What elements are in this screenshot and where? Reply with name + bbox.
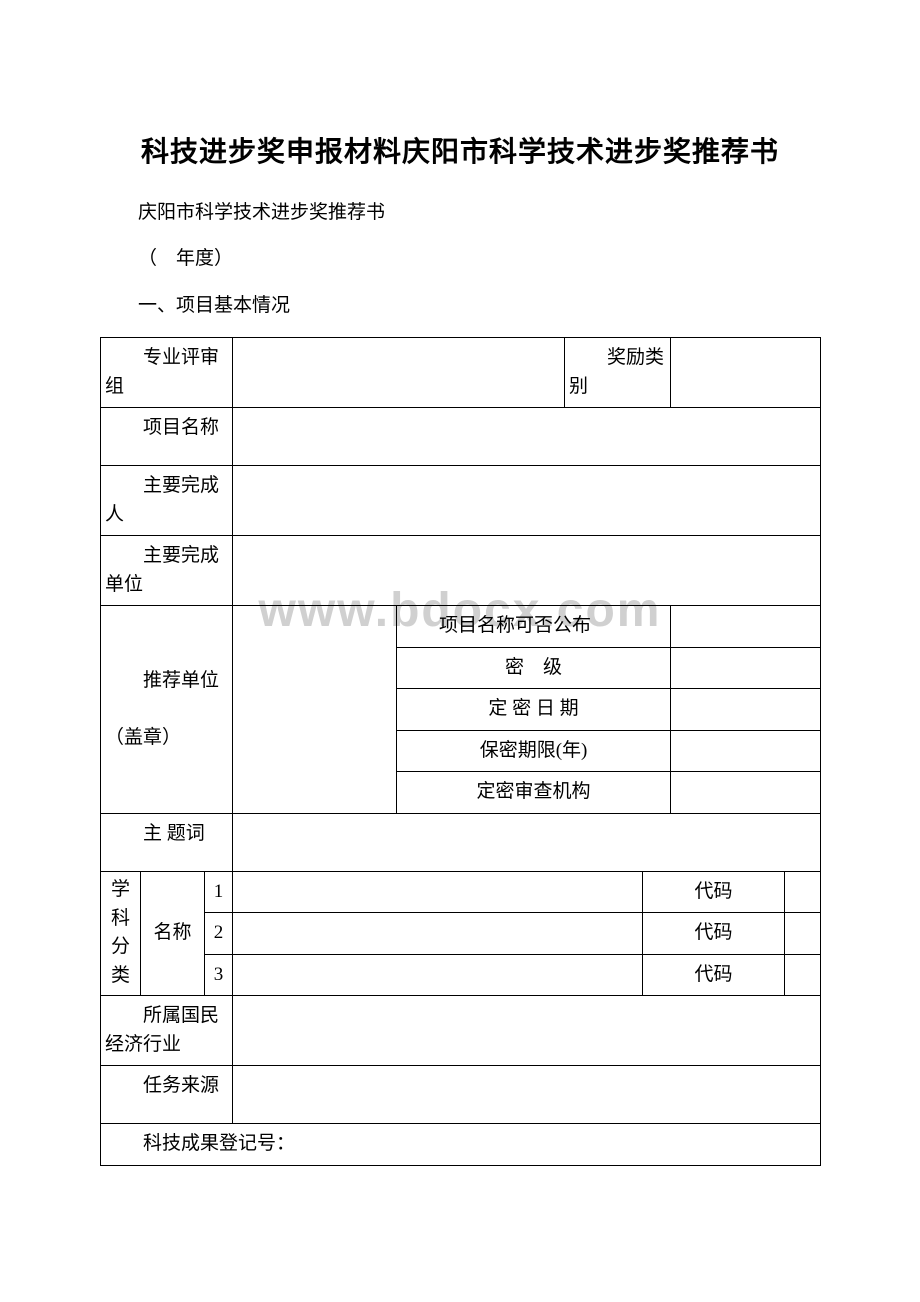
year-line: （ 年度） [100,244,820,274]
table-row: 学科分类 名称 1 代码 [101,871,821,913]
cell-main-unit-value [233,536,821,606]
table-row: 所属国民经济行业 [101,996,821,1066]
page-title: 科技进步奖申报材料庆阳市科学技术进步奖推荐书 [100,130,820,170]
label-code-1: 代码 [643,871,785,913]
label-registration-no: 科技成果登记号： [101,1124,821,1166]
label-code-3: 代码 [643,954,785,996]
label-review-group: 专业评审组 [101,338,233,408]
basic-info-table: 专业评审组 奖励类别 项目名称 主要完成人 主要完成单位 推荐单位 （盖章） 项… [100,337,821,1166]
cell-task-source-value [233,1066,821,1124]
label-task-source: 任务来源 [101,1066,233,1124]
recommend-unit-seal: （盖章） [105,727,181,748]
label-row-3: 3 [205,954,233,996]
table-row: 主 题词 [101,813,821,871]
subtitle-line: 庆阳市科学技术进步奖推荐书 [100,198,820,228]
subject-category-top: 学科分类 [111,879,130,986]
table-row: 项目名称 [101,408,821,466]
label-row-1: 1 [205,871,233,913]
cell-secret-duration-value [671,730,821,772]
cell-secret-date-value [671,689,821,731]
label-publishable: 项目名称可否公布 [397,606,671,648]
cell-secret-org-value [671,772,821,814]
label-keywords: 主 题词 [101,813,233,871]
table-row: 任务来源 [101,1066,821,1124]
cell-subject-3-value [233,954,643,996]
label-code-2: 代码 [643,913,785,955]
cell-award-category-value [671,338,821,408]
label-secret-level: 密 级 [397,647,671,689]
label-main-person: 主要完成人 [101,466,233,536]
label-secret-org: 定密审查机构 [397,772,671,814]
table-row: 2 代码 [101,913,821,955]
label-subject-name: 名称 [141,871,205,996]
cell-industry-value [233,996,821,1066]
label-project-name: 项目名称 [101,408,233,466]
cell-project-name-value [233,408,821,466]
section-heading: 一、项目基本情况 [100,291,820,321]
label-main-unit: 主要完成单位 [101,536,233,606]
subject-category-bottom: 名称 [153,922,191,943]
cell-code-2-value [785,913,821,955]
cell-keywords-value [233,813,821,871]
label-secret-date: 定 密 日 期 [397,689,671,731]
label-award-category: 奖励类别 [565,338,671,408]
table-row: 3 代码 [101,954,821,996]
table-row: 科技成果登记号： [101,1124,821,1166]
table-row: 主要完成人 [101,466,821,536]
cell-subject-2-value [233,913,643,955]
table-row: 推荐单位 （盖章） 项目名称可否公布 [101,606,821,648]
cell-code-1-value [785,871,821,913]
recommend-unit-text: 推荐单位 [143,670,219,691]
cell-recommend-unit-value [233,606,397,814]
cell-code-3-value [785,954,821,996]
label-subject-category: 学科分类 [101,871,141,996]
label-recommend-unit: 推荐单位 （盖章） [101,606,233,814]
cell-review-group-value [233,338,565,408]
cell-subject-1-value [233,871,643,913]
cell-main-person-value [233,466,821,536]
label-row-2: 2 [205,913,233,955]
label-industry: 所属国民经济行业 [101,996,233,1066]
cell-secret-level-value [671,647,821,689]
table-row: 专业评审组 奖励类别 [101,338,821,408]
cell-publishable-value [671,606,821,648]
table-row: 主要完成单位 [101,536,821,606]
label-secret-duration: 保密期限(年) [397,730,671,772]
